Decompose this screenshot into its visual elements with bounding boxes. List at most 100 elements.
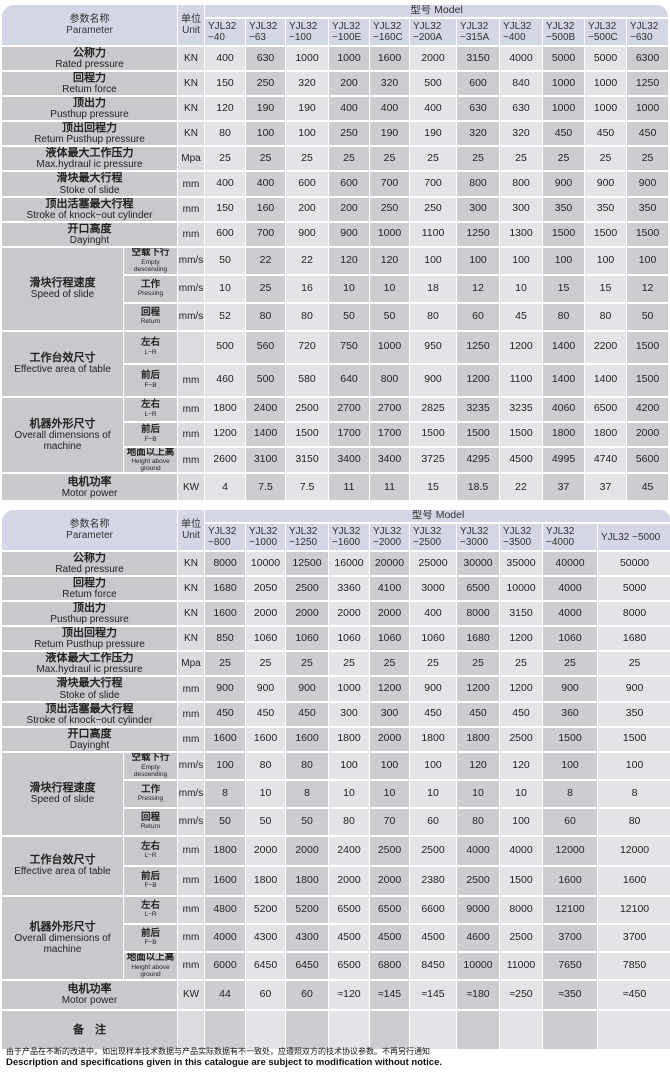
value-cell: 560 [246, 331, 286, 365]
table-row: 顶出活塞最大行程 Stroke of knock−out cylinder mm 15… [2, 197, 670, 223]
value-cell: 450 [205, 702, 246, 728]
value-cell: 80 [543, 303, 585, 332]
value-cell: 18 [410, 275, 457, 304]
unit-cell: KN [178, 627, 205, 653]
value-cell: 900 [627, 172, 670, 198]
value-cell: 120 [205, 97, 246, 123]
unit-cell: mm [178, 197, 205, 223]
unit-header-cn: 单位 [181, 14, 201, 25]
value-cell: 1800 [205, 836, 246, 867]
value-cell: 4000 [543, 602, 598, 628]
value-cell: 500 [205, 331, 246, 365]
value-cell: 1500 [543, 222, 585, 248]
unit-cell: mm/s [178, 780, 205, 809]
value-cell: 8 [543, 780, 598, 809]
value-cell: 1500 [457, 422, 500, 448]
unit-cell: mm/s [178, 752, 205, 781]
value-cell: 100 [457, 247, 500, 276]
value-cell: 8000 [457, 602, 500, 628]
value-cell: 6300 [627, 47, 670, 73]
unit-header-cn: 单位 [181, 519, 201, 530]
value-cell: 25 [543, 652, 598, 678]
value-cell: 25 [286, 147, 329, 173]
value-cell: 50 [205, 808, 246, 837]
label-en: Motor power [61, 995, 118, 1007]
param-label: 电机功率 Motor power [2, 474, 178, 503]
value-cell: 60 [543, 808, 598, 837]
value-cell: 400 [410, 602, 457, 628]
value-cell: 1200 [500, 627, 543, 653]
value-cell: 80 [598, 808, 670, 837]
value-cell: 18.5 [457, 474, 500, 503]
table-row: 地面以上高 Height above ground mm 2600 3100 3150 34… [2, 447, 670, 475]
label-cn: 前后 [140, 870, 160, 882]
value-cell: 900 [329, 222, 370, 248]
model-name: YJL32 −800 [205, 524, 246, 552]
value-cell: 60 [246, 980, 286, 1011]
sub-param-label: 前后 F−B [124, 866, 178, 897]
table-row: 开口高度 Dayinght mm 1600 1600 1600 1800 2000 1800 18… [2, 727, 670, 753]
value-cell: 35000 [500, 552, 543, 578]
label-cn: 工作台效尺寸 [29, 352, 96, 365]
table-row: 开口高度 Dayinght mm 600 700 900 900 1000 1100 1250 13… [2, 222, 670, 248]
table-row: 顶出回程力 Retum Pusthup pressure KN 80 100 100 250… [2, 122, 670, 148]
param-label: 工作台效尺寸 Effective area of table [2, 836, 124, 897]
value-cell: 50 [627, 303, 670, 332]
unit-cell: KN [178, 552, 205, 578]
value-cell: 2400 [246, 397, 286, 423]
value-cell: 2000 [329, 602, 370, 628]
value-cell: 4000 [543, 577, 598, 603]
unit-cell: KN [178, 122, 205, 148]
value-cell: 400 [246, 172, 286, 198]
sub-param-label: 前后 F−B [124, 422, 178, 448]
value-cell: 25 [543, 147, 585, 173]
label-cn: 回程力 [73, 577, 106, 590]
model-name: YJL32 −100E [329, 19, 370, 47]
unit-cell: mm [178, 222, 205, 248]
label-cn: 液体最大工作压力 [45, 652, 134, 665]
value-cell [205, 1010, 246, 1051]
value-cell: 450 [410, 702, 457, 728]
label-cn: 前后 [140, 370, 160, 382]
model-name: YJL32 −3500 [500, 524, 543, 552]
value-cell: 4295 [457, 447, 500, 475]
value-cell: 850 [205, 627, 246, 653]
value-cell: 1000 [627, 97, 670, 123]
value-cell: 2000 [246, 602, 286, 628]
model-name: YJL32 −500C [585, 19, 627, 47]
value-cell: 10 [457, 780, 500, 809]
value-cell: 10 [500, 780, 543, 809]
value-cell: 80 [410, 303, 457, 332]
label-cn: 工作台效尺寸 [29, 854, 96, 867]
value-cell: 6000 [205, 952, 246, 981]
value-cell: 60 [286, 980, 329, 1011]
label-en: Motor power [61, 488, 118, 500]
param-header-cn: 参数名称 [69, 14, 110, 25]
value-cell: 8450 [410, 952, 457, 981]
value-cell: 6450 [246, 952, 286, 981]
value-cell: 80 [246, 303, 286, 332]
value-cell: 300 [457, 197, 500, 223]
header-row: 参数名称 Parameter 单位 Unit 型号 Model [2, 5, 670, 47]
label-cn: 地面以上高 [126, 952, 175, 964]
value-cell [329, 1010, 370, 1051]
value-cell: 320 [457, 122, 500, 148]
label-cn: 开口高度 [67, 222, 112, 235]
value-cell: 1600 [205, 866, 246, 897]
value-cell: 45 [500, 303, 543, 332]
model-row: YJL32 −40 YJL32 −63 YJL32 −100 YJL32 −100E Y… [2, 19, 670, 47]
value-cell: 25000 [410, 552, 457, 578]
value-cell: 2000 [370, 866, 410, 897]
table-row: 液体最大工作压力 Max.hydraul ic pressure Mpa 25 25 25… [2, 652, 670, 678]
label-cn: 顶出力 [73, 602, 106, 615]
param-label: 回程力 Retum force [2, 72, 178, 98]
value-cell [500, 1010, 543, 1051]
label-en: Stoke of slide [59, 689, 120, 701]
value-cell: 1500 [598, 727, 670, 753]
value-cell: 1200 [457, 677, 500, 703]
value-cell: 450 [246, 702, 286, 728]
value-cell: 6500 [457, 577, 500, 603]
value-cell: 1800 [329, 727, 370, 753]
label-en: F−B [144, 882, 157, 890]
label-en: Retum force [62, 84, 117, 96]
